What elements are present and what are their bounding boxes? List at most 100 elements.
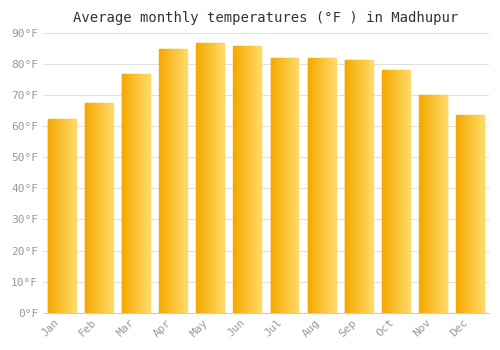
Bar <box>126 74 127 313</box>
Bar <box>250 46 252 313</box>
Bar <box>438 95 439 313</box>
Bar <box>279 58 280 313</box>
Bar <box>286 58 287 313</box>
Bar <box>431 95 432 313</box>
Bar <box>275 58 276 313</box>
Bar <box>464 116 466 313</box>
Bar <box>323 58 324 313</box>
Bar <box>210 43 212 313</box>
Bar <box>147 74 148 313</box>
Bar <box>254 46 255 313</box>
Bar <box>207 43 208 313</box>
Bar <box>62 119 64 313</box>
Bar <box>395 70 396 313</box>
Bar <box>276 58 278 313</box>
Bar <box>385 70 386 313</box>
Bar <box>440 95 441 313</box>
Bar <box>200 43 201 313</box>
Bar <box>330 58 331 313</box>
Bar <box>482 116 483 313</box>
Bar <box>59 119 60 313</box>
Bar <box>108 103 110 313</box>
Bar <box>471 116 472 313</box>
Bar <box>244 46 245 313</box>
Bar <box>458 116 459 313</box>
Bar <box>462 116 463 313</box>
Bar <box>294 58 295 313</box>
Bar <box>481 116 482 313</box>
Bar <box>72 119 74 313</box>
Bar <box>159 49 160 313</box>
Bar <box>107 103 108 313</box>
Bar <box>58 119 59 313</box>
Title: Average monthly temperatures (°F ) in Madhupur: Average monthly temperatures (°F ) in Ma… <box>74 11 458 25</box>
Bar <box>87 103 88 313</box>
Bar <box>196 43 197 313</box>
Bar <box>186 49 187 313</box>
Bar <box>132 74 133 313</box>
Bar <box>75 119 76 313</box>
Bar <box>478 116 480 313</box>
Bar <box>346 60 347 313</box>
Bar <box>214 43 215 313</box>
Bar <box>98 103 100 313</box>
Bar <box>205 43 206 313</box>
Bar <box>173 49 174 313</box>
Bar <box>366 60 367 313</box>
Bar <box>70 119 71 313</box>
Bar <box>197 43 198 313</box>
Bar <box>213 43 214 313</box>
Bar <box>100 103 101 313</box>
Bar <box>391 70 392 313</box>
Bar <box>259 46 260 313</box>
Bar <box>172 49 173 313</box>
Bar <box>55 119 56 313</box>
Bar <box>92 103 93 313</box>
Bar <box>51 119 52 313</box>
Bar <box>215 43 216 313</box>
Bar <box>469 116 470 313</box>
Bar <box>124 74 126 313</box>
Bar <box>426 95 427 313</box>
Bar <box>441 95 442 313</box>
Bar <box>285 58 286 313</box>
Bar <box>352 60 354 313</box>
Bar <box>475 116 476 313</box>
Bar <box>386 70 387 313</box>
Bar <box>358 60 359 313</box>
Bar <box>64 119 65 313</box>
Bar <box>404 70 405 313</box>
Bar <box>200 43 202 313</box>
Bar <box>296 58 297 313</box>
Bar <box>364 60 365 313</box>
Bar <box>183 49 184 313</box>
Bar <box>430 95 431 313</box>
Bar <box>236 46 237 313</box>
Bar <box>160 49 161 313</box>
Bar <box>210 43 211 313</box>
Bar <box>282 58 283 313</box>
Bar <box>56 119 57 313</box>
Bar <box>292 58 293 313</box>
Bar <box>274 58 275 313</box>
Bar <box>198 43 199 313</box>
Bar <box>293 58 294 313</box>
Bar <box>129 74 130 313</box>
Bar <box>218 43 219 313</box>
Bar <box>206 43 207 313</box>
Bar <box>286 58 288 313</box>
Bar <box>95 103 96 313</box>
Bar <box>288 58 289 313</box>
Bar <box>320 58 321 313</box>
Bar <box>362 60 363 313</box>
Bar <box>443 95 444 313</box>
Bar <box>57 119 58 313</box>
Bar <box>382 70 383 313</box>
Bar <box>357 60 358 313</box>
Bar <box>135 74 136 313</box>
Bar <box>68 119 69 313</box>
Bar <box>310 58 311 313</box>
Bar <box>355 60 356 313</box>
Bar <box>445 95 446 313</box>
Bar <box>111 103 112 313</box>
